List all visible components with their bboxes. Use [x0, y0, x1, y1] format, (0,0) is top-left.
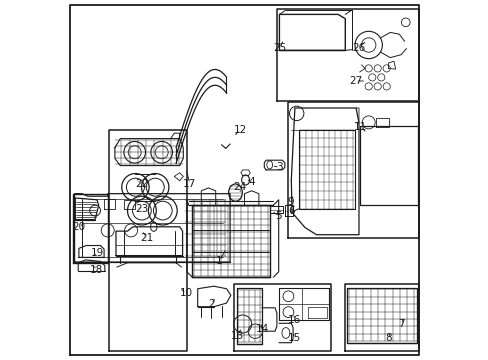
Text: 9: 9 — [286, 197, 293, 207]
Text: 4: 4 — [248, 177, 254, 187]
Text: 6: 6 — [287, 206, 294, 216]
Text: 23: 23 — [135, 204, 148, 214]
Text: 13: 13 — [230, 330, 244, 341]
Text: 3: 3 — [276, 162, 283, 172]
Text: 16: 16 — [287, 315, 300, 325]
Text: 10: 10 — [179, 288, 192, 298]
Text: 18: 18 — [90, 265, 103, 275]
Text: 7: 7 — [397, 319, 404, 329]
Text: 21: 21 — [140, 233, 153, 243]
Text: 12: 12 — [233, 125, 246, 135]
Text: 20: 20 — [72, 222, 85, 232]
Text: 27: 27 — [348, 76, 361, 86]
Text: 25: 25 — [272, 42, 285, 53]
Text: 1: 1 — [216, 256, 222, 266]
Text: 8: 8 — [385, 333, 391, 343]
Text: 5: 5 — [275, 211, 282, 221]
Text: 24: 24 — [233, 182, 246, 192]
Text: 2: 2 — [207, 299, 214, 309]
Text: 11: 11 — [353, 122, 366, 132]
Text: 26: 26 — [352, 42, 365, 53]
Text: 19: 19 — [91, 248, 104, 258]
Text: 15: 15 — [288, 333, 301, 343]
Text: 17: 17 — [183, 179, 196, 189]
Text: 22: 22 — [135, 179, 148, 189]
Text: 14: 14 — [255, 324, 268, 334]
